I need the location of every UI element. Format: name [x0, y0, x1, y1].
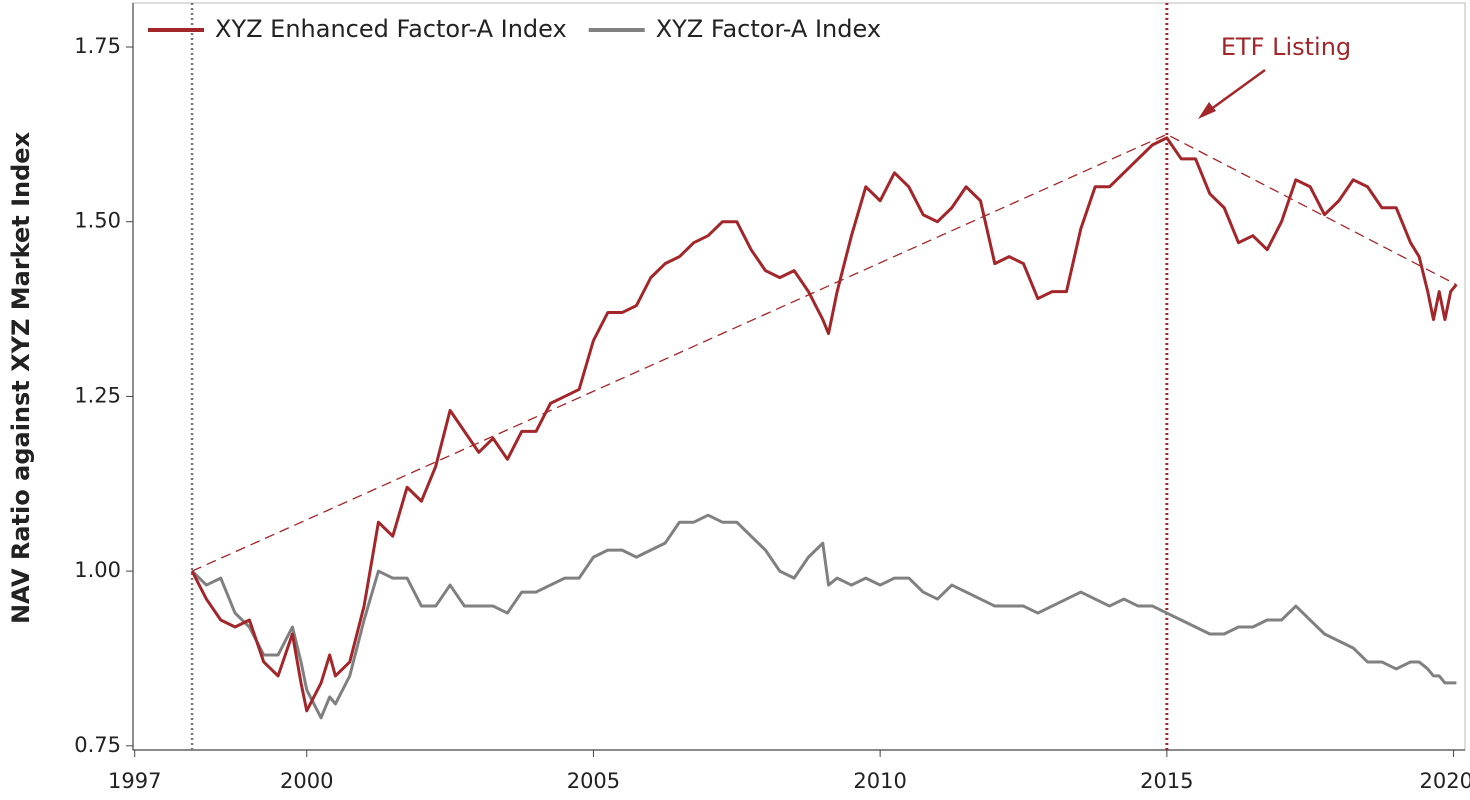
x-tick-label: 2005 [567, 769, 620, 793]
y-tick-label: 1.25 [74, 383, 121, 407]
x-tick-label: 1997 [108, 769, 161, 793]
legend-label: XYZ Factor-A Index [656, 15, 881, 43]
plot-frame [132, 2, 1466, 751]
y-axis-title: NAV Ratio against XYZ Market Index [7, 131, 35, 624]
annotation-arrowhead [1198, 102, 1216, 119]
annotation: ETF Listing [1221, 33, 1351, 61]
y-tick-label: 0.75 [74, 733, 121, 757]
y-tick-label: 1.00 [74, 558, 121, 582]
y-tick-label: 1.75 [74, 34, 121, 58]
series-line [190, 136, 1458, 713]
x-tick-label: 2020 [1420, 769, 1470, 793]
trend-line [191, 133, 1457, 572]
x-tick-label: 2000 [280, 769, 333, 793]
legend-label: XYZ Enhanced Factor-A Index [215, 15, 567, 43]
x-tick-label: 2010 [853, 769, 906, 793]
x-tick-label: 2015 [1140, 769, 1193, 793]
y-tick-label: 1.50 [74, 209, 121, 233]
annotation-arrow [1202, 68, 1266, 117]
series-line [191, 513, 1457, 720]
